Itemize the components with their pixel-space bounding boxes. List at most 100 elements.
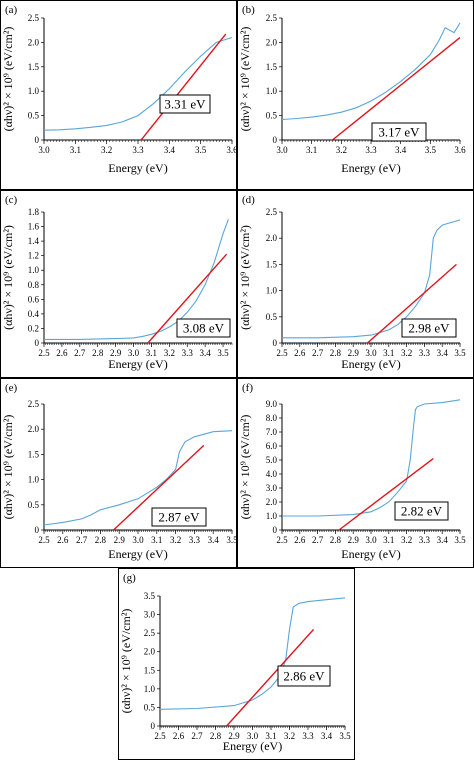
x-tick-label: 3.2 [170, 535, 181, 545]
band-gap-box [394, 501, 449, 521]
x-tick-label: 2.7 [312, 535, 324, 545]
y-tick-label: 4.0 [266, 469, 278, 479]
x-tick-label: 2.9 [228, 731, 240, 741]
x-tick-label: 2.5 [38, 535, 50, 545]
x-tick-label: 2.5 [154, 731, 166, 741]
x-tick-label: 2.5 [276, 348, 288, 358]
x-tick-label: 3.2 [101, 145, 112, 155]
band-gap-box [159, 94, 211, 114]
absorption-curve [159, 597, 346, 710]
x-tick-label: 2.9 [114, 535, 126, 545]
x-tick-label: 2.7 [191, 731, 203, 741]
x-tick-label: 3.1 [383, 535, 394, 545]
panel-d: (d) 2.5 2.6 2.7 2.8 2.9 3.0 3.1 3.2 3.3 3.4 3.5 0 0.5… [237, 190, 474, 378]
band-gap-value: 3.31 eV [164, 97, 206, 112]
tauc-fit-line [140, 33, 227, 141]
y-tick-label: 0.5 [266, 111, 278, 121]
x-tick-label: 3.2 [164, 348, 175, 358]
y-tick-label: 1.0 [28, 265, 40, 275]
band-gap-box [371, 122, 427, 142]
x-tick-label: 2.5 [38, 348, 50, 358]
x-tick-label: 3.5 [454, 348, 466, 358]
y-tick-label: 0 [35, 525, 40, 535]
x-tick-label: 3.3 [419, 535, 431, 545]
y-tick-label: 1.0 [266, 511, 278, 521]
x-tick-label: 3.1 [383, 348, 394, 358]
x-axis-title: Energy (eV) [223, 739, 282, 753]
x-axis-title: Energy (eV) [341, 161, 400, 175]
x-tick-label: 3.4 [164, 145, 176, 155]
x-tick-label: 2.8 [92, 348, 104, 358]
band-gap-value: 3.17 eV [378, 125, 420, 140]
x-tick-label: 3.1 [146, 348, 157, 358]
y-tick-label: 0 [151, 721, 156, 731]
panel-frame [0, 190, 237, 378]
x-tick-label: 3.6 [454, 145, 466, 155]
x-tick-label: 2.5 [276, 535, 288, 545]
x-tick-label: 3.2 [401, 348, 412, 358]
x-tick-label: 3.5 [226, 535, 238, 545]
y-tick-label: 2.0 [266, 233, 278, 243]
panel-label: (f) [242, 382, 253, 394]
absorption-curve [282, 219, 461, 339]
x-tick-label: 2.6 [294, 535, 306, 545]
panel-c: (c) 2.5 2.6 2.7 2.8 2.9 3.0 3.1 3.2 3.3 3.4 3.5 0 0.2… [0, 190, 237, 378]
y-tick-label: 2.0 [266, 37, 278, 47]
absorption-curve [43, 36, 233, 131]
x-axis-title: Energy (eV) [341, 357, 400, 371]
x-tick-label: 3.6 [226, 145, 238, 155]
x-tick-label: 3.2 [336, 145, 347, 155]
x-tick-label: 3.0 [38, 145, 50, 155]
y-tick-label: 3.5 [144, 591, 156, 601]
x-tick-label: 2.6 [57, 535, 69, 545]
x-tick-label: 2.6 [56, 348, 68, 358]
band-gap-box [176, 318, 231, 338]
x-tick-label: 3.1 [306, 145, 317, 155]
y-tick-label: 0 [273, 525, 278, 535]
tauc-fit-line [147, 253, 228, 344]
x-tick-label: 3.3 [419, 348, 431, 358]
x-tick-label: 3.5 [195, 145, 207, 155]
panel-label: (d) [242, 194, 255, 206]
x-tick-label: 3.0 [365, 535, 377, 545]
panel-label: (g) [123, 572, 136, 584]
y-tick-label: 0 [35, 338, 40, 348]
y-tick-label: 1.5 [28, 449, 40, 459]
band-gap-value: 2.87 eV [158, 510, 200, 525]
x-tick-label: 2.7 [312, 348, 324, 358]
y-tick-label: 1.0 [266, 286, 278, 296]
x-tick-label: 3.3 [189, 535, 201, 545]
x-tick-label: 3.3 [132, 145, 144, 155]
y-tick-label: 5.0 [266, 455, 278, 465]
x-tick-label: 3.1 [265, 731, 276, 741]
x-axis-title: Energy (eV) [108, 547, 167, 561]
y-axis-title: (αhν)² × 10⁹ (eV/cm²) [1, 225, 15, 330]
y-tick-label: 0.6 [28, 294, 40, 304]
y-tick-label: 3.0 [144, 610, 156, 620]
panel-g: (g) 2.5 2.6 2.7 2.8 2.9 3.0 3.1 3.2 3.3 3.4 3.5 0 0.5… [118, 568, 355, 760]
y-tick-label: 1.5 [266, 259, 278, 269]
panel-label: (b) [242, 4, 255, 16]
absorption-curve [43, 430, 233, 526]
x-axis-title: Energy (eV) [108, 161, 167, 175]
panel-frame [0, 0, 237, 190]
y-tick-label: 0 [273, 338, 278, 348]
x-tick-label: 3.1 [151, 535, 162, 545]
y-axis-title: (αhν)² × 10⁹ (eV/cm²) [1, 415, 15, 520]
x-tick-label: 3.3 [365, 145, 377, 155]
x-tick-label: 3.5 [425, 145, 437, 155]
x-tick-label: 3.4 [321, 731, 333, 741]
x-tick-label: 2.6 [173, 731, 185, 741]
x-tick-label: 2.8 [330, 535, 342, 545]
tauc-fit-line [331, 36, 461, 141]
x-tick-label: 3.5 [454, 535, 466, 545]
y-tick-label: 1.4 [28, 236, 40, 246]
y-tick-label: 0.5 [266, 312, 278, 322]
x-tick-label: 3.0 [128, 348, 140, 358]
y-tick-label: 1.0 [28, 86, 40, 96]
panel-frame [0, 378, 237, 568]
y-tick-label: 0.5 [28, 111, 40, 121]
y-tick-label: 2.0 [266, 497, 278, 507]
x-tick-label: 2.8 [330, 348, 342, 358]
x-tick-label: 2.9 [348, 535, 360, 545]
